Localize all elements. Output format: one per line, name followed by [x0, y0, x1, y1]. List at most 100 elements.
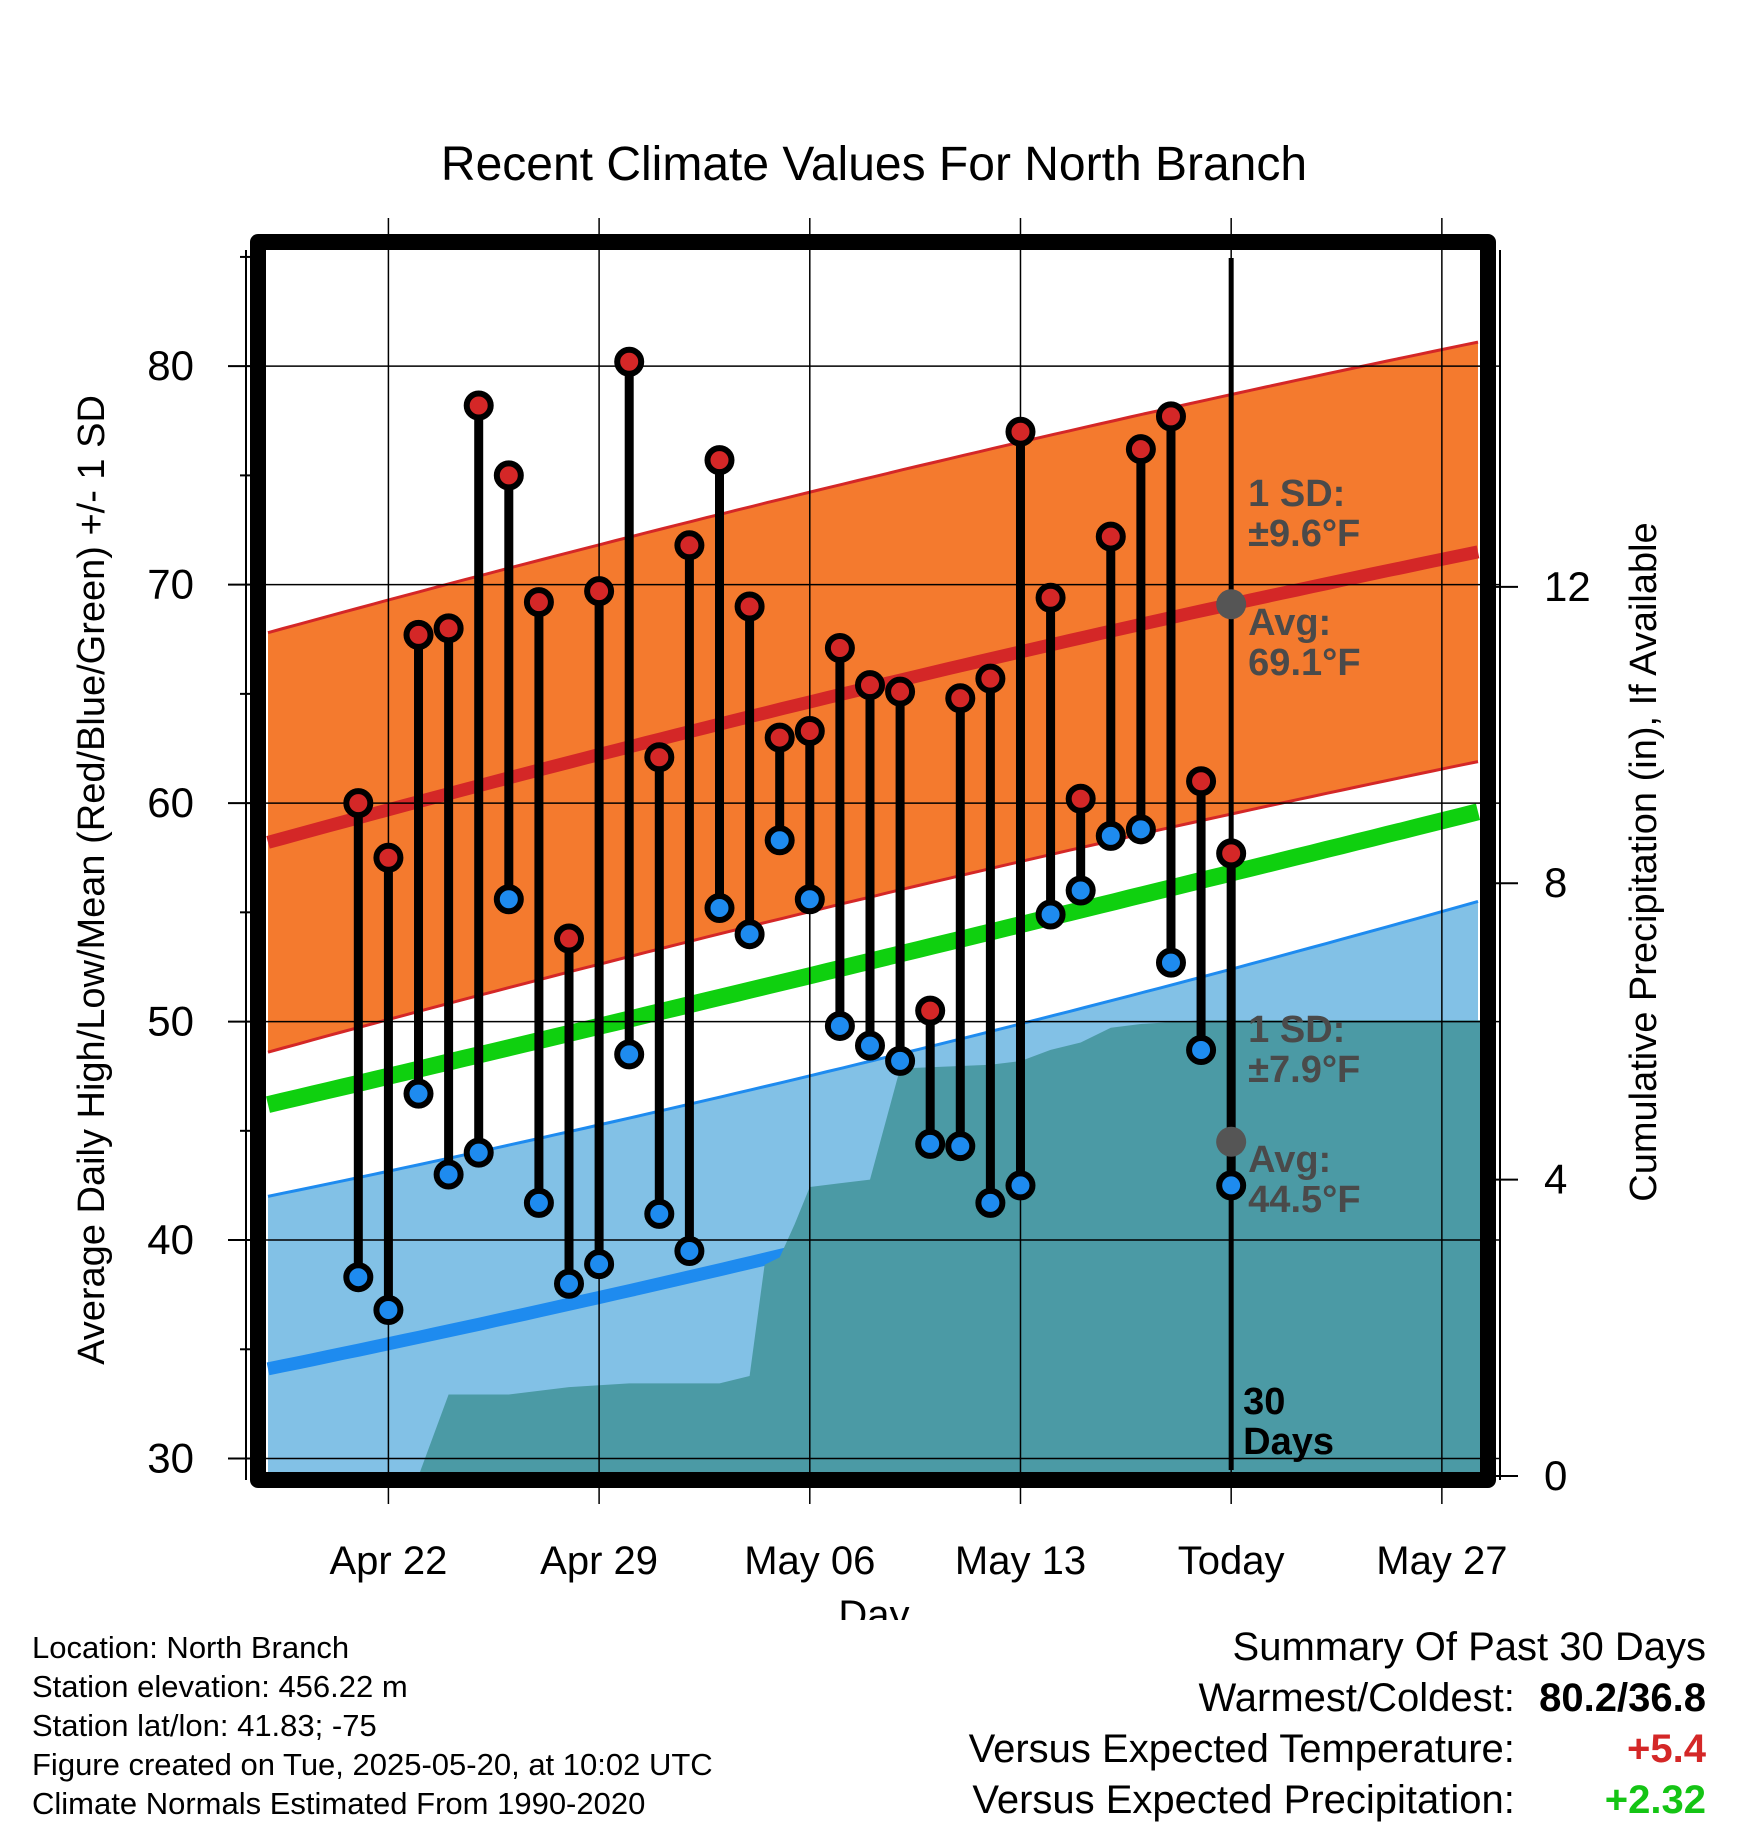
- warmest-coldest-label: Warmest/Coldest:: [1198, 1676, 1515, 1720]
- low-temp-dot: [975, 1187, 1006, 1218]
- high-temp-dot: [493, 460, 524, 491]
- low-temp-dot: [584, 1249, 615, 1280]
- location-text: Location: North Branch: [32, 1630, 350, 1665]
- x-axis-label: Day: [838, 1593, 909, 1620]
- high-temp-dot: [764, 722, 795, 753]
- high-temp-dot: [1216, 838, 1247, 869]
- high-temp-dot: [433, 613, 464, 644]
- low-sd-value: ±7.9°F: [1248, 1049, 1360, 1091]
- low-temp-dot: [674, 1235, 705, 1266]
- low-temp-dot: [1095, 820, 1126, 851]
- x-tick-label: Apr 29: [540, 1539, 658, 1583]
- y2-axis-label: Cumulative Precipitation (in), If Availa…: [1623, 522, 1665, 1201]
- x-tick-label: May 13: [955, 1539, 1086, 1583]
- y2-tick-label: 0: [1544, 1452, 1567, 1499]
- low-temp-dot: [1005, 1170, 1036, 1201]
- high-temp-dot: [885, 676, 916, 707]
- low-temp-dot: [1186, 1034, 1217, 1065]
- low-temp-dot: [614, 1039, 645, 1070]
- y-tick-label: 50: [147, 998, 194, 1045]
- low-temp-dot: [523, 1187, 554, 1218]
- low-temp-dot: [764, 825, 795, 856]
- low-temp-dot: [1155, 947, 1186, 978]
- low-temp-dot: [945, 1131, 976, 1162]
- y-tick-label: 70: [147, 561, 194, 608]
- low-temp-dot: [343, 1262, 374, 1293]
- low-temp-dot: [554, 1268, 585, 1299]
- low-temp-dot: [493, 884, 524, 915]
- plot-frame: [250, 234, 1496, 1488]
- high-temp-dot: [523, 587, 554, 618]
- high-temp-dot: [674, 530, 705, 561]
- high-temp-dot: [1155, 401, 1186, 432]
- low-temp-dot: [734, 919, 765, 950]
- climate-chart: Recent Climate Values For North Branch 1…: [71, 138, 1665, 1620]
- low-avg-label: Avg:: [1248, 1139, 1331, 1181]
- created-text: Figure created on Tue, 2025-05-20, at 10…: [32, 1747, 713, 1782]
- warmest-coldest-row: Warmest/Coldest: 80.2/36.8: [969, 1673, 1707, 1724]
- summary-title: Summary Of Past 30 Days: [1232, 1625, 1706, 1669]
- elevation-text: Station elevation: 456.22 m: [32, 1669, 408, 1704]
- precip-anomaly-value: +2.32: [1604, 1778, 1706, 1822]
- low-normal-today-marker: [1216, 1126, 1247, 1157]
- high-temp-dot: [1125, 434, 1156, 465]
- y-tick-label: 80: [147, 342, 194, 389]
- y2-tick-label: 8: [1544, 859, 1567, 906]
- high-temp-dot: [403, 619, 434, 650]
- low-temp-dot: [433, 1159, 464, 1190]
- high-sd-label: 1 SD:: [1248, 473, 1345, 515]
- high-temp-dot: [915, 995, 946, 1026]
- y-tick-label: 60: [147, 779, 194, 826]
- x-tick-label: May 27: [1376, 1539, 1507, 1583]
- high-temp-dot: [614, 346, 645, 377]
- low-temp-dot: [704, 892, 735, 923]
- summary-panel: Summary Of Past 30 Days Warmest/Coldest:…: [969, 1622, 1706, 1826]
- high-temp-dot: [373, 842, 404, 873]
- high-temp-dot: [584, 576, 615, 607]
- high-temp-dot: [463, 390, 494, 421]
- high-temp-dot: [824, 632, 855, 663]
- high-temp-dot: [794, 716, 825, 747]
- temp-anomaly-value: +5.4: [1627, 1727, 1706, 1771]
- days-window-label: Days: [1243, 1421, 1334, 1463]
- high-temp-dot: [1005, 416, 1036, 447]
- high-temp-dot: [1035, 582, 1066, 613]
- high-temp-dot: [644, 742, 675, 773]
- high-sd-band-upper-edge: [267, 340, 1479, 635]
- low-temp-dot: [854, 1030, 885, 1061]
- high-temp-dot: [945, 683, 976, 714]
- days-window-number: 30: [1243, 1381, 1285, 1423]
- low-temp-dot: [794, 884, 825, 915]
- low-temp-dot: [644, 1198, 675, 1229]
- y2-tick-label: 12: [1544, 563, 1591, 610]
- high-temp-dot: [1095, 521, 1126, 552]
- high-sd-value: ±9.6°F: [1248, 513, 1360, 555]
- high-temp-dot: [734, 591, 765, 622]
- low-temp-dot: [1065, 875, 1096, 906]
- x-tick-label: May 06: [744, 1539, 875, 1583]
- low-temp-dot: [885, 1045, 916, 1076]
- high-temp-dot: [1065, 783, 1096, 814]
- precip-area: [262, 1020, 1484, 1476]
- high-temp-dot: [854, 670, 885, 701]
- temp-anomaly-row: Versus Expected Temperature: +5.4: [969, 1724, 1706, 1775]
- high-normal-today-marker: [1216, 589, 1247, 620]
- low-avg-value: 44.5°F: [1248, 1179, 1360, 1221]
- y-tick-label: 30: [147, 1435, 194, 1482]
- high-temp-dot: [343, 788, 374, 819]
- high-avg-value: 69.1°F: [1248, 642, 1360, 684]
- low-temp-dot: [373, 1294, 404, 1325]
- precip-anomaly-row: Versus Expected Precipitation: +2.32: [969, 1775, 1706, 1826]
- low-sd-label: 1 SD:: [1248, 1009, 1345, 1051]
- y2-tick-label: 4: [1544, 1156, 1567, 1203]
- y-axis-label: Average Daily High/Low/Mean (Red/Blue/Gr…: [71, 395, 113, 1365]
- warmest-coldest-value: 80.2/36.8: [1539, 1676, 1706, 1720]
- y-tick-label: 40: [147, 1216, 194, 1263]
- low-temp-dot: [1216, 1170, 1247, 1201]
- high-temp-dot: [704, 445, 735, 476]
- high-temp-dot: [975, 663, 1006, 694]
- normals-text: Climate Normals Estimated From 1990-2020: [32, 1786, 646, 1821]
- low-temp-dot: [1125, 814, 1156, 845]
- low-temp-dot: [1035, 899, 1066, 930]
